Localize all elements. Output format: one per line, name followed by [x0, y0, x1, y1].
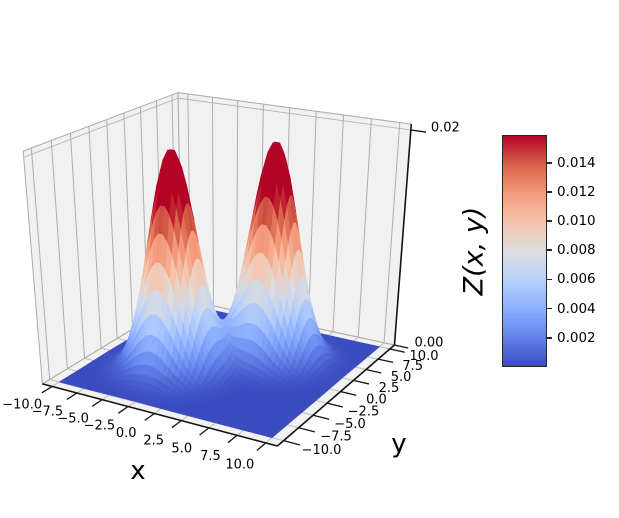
colorbar-tick-mark — [547, 337, 552, 339]
colorbar-tick-label: 0.002 — [557, 329, 596, 346]
colorbar-tick-label: 0.004 — [557, 300, 596, 317]
x-axis-label: x — [130, 456, 146, 486]
colorbar-tick-mark — [547, 307, 552, 310]
colorbar-tick-mark — [547, 161, 552, 164]
colorbar-tick-label: 0.008 — [557, 242, 596, 259]
colorbar-tick-mark — [547, 220, 552, 222]
colorbar-tick-mark — [547, 249, 552, 252]
colorbar-tick-mark — [547, 278, 552, 281]
colorbar-tick-label: 0.010 — [557, 213, 596, 230]
colorbar — [502, 135, 547, 367]
y-axis-label: y — [391, 429, 407, 459]
colorbar-tick-label: 0.006 — [557, 271, 596, 288]
colorbar-label: Z(x, y) — [458, 206, 490, 296]
colorbar-tick-label: 0.014 — [557, 154, 596, 171]
colorbar-tick-mark — [547, 191, 552, 193]
colorbar-tick-label: 0.012 — [557, 183, 596, 200]
